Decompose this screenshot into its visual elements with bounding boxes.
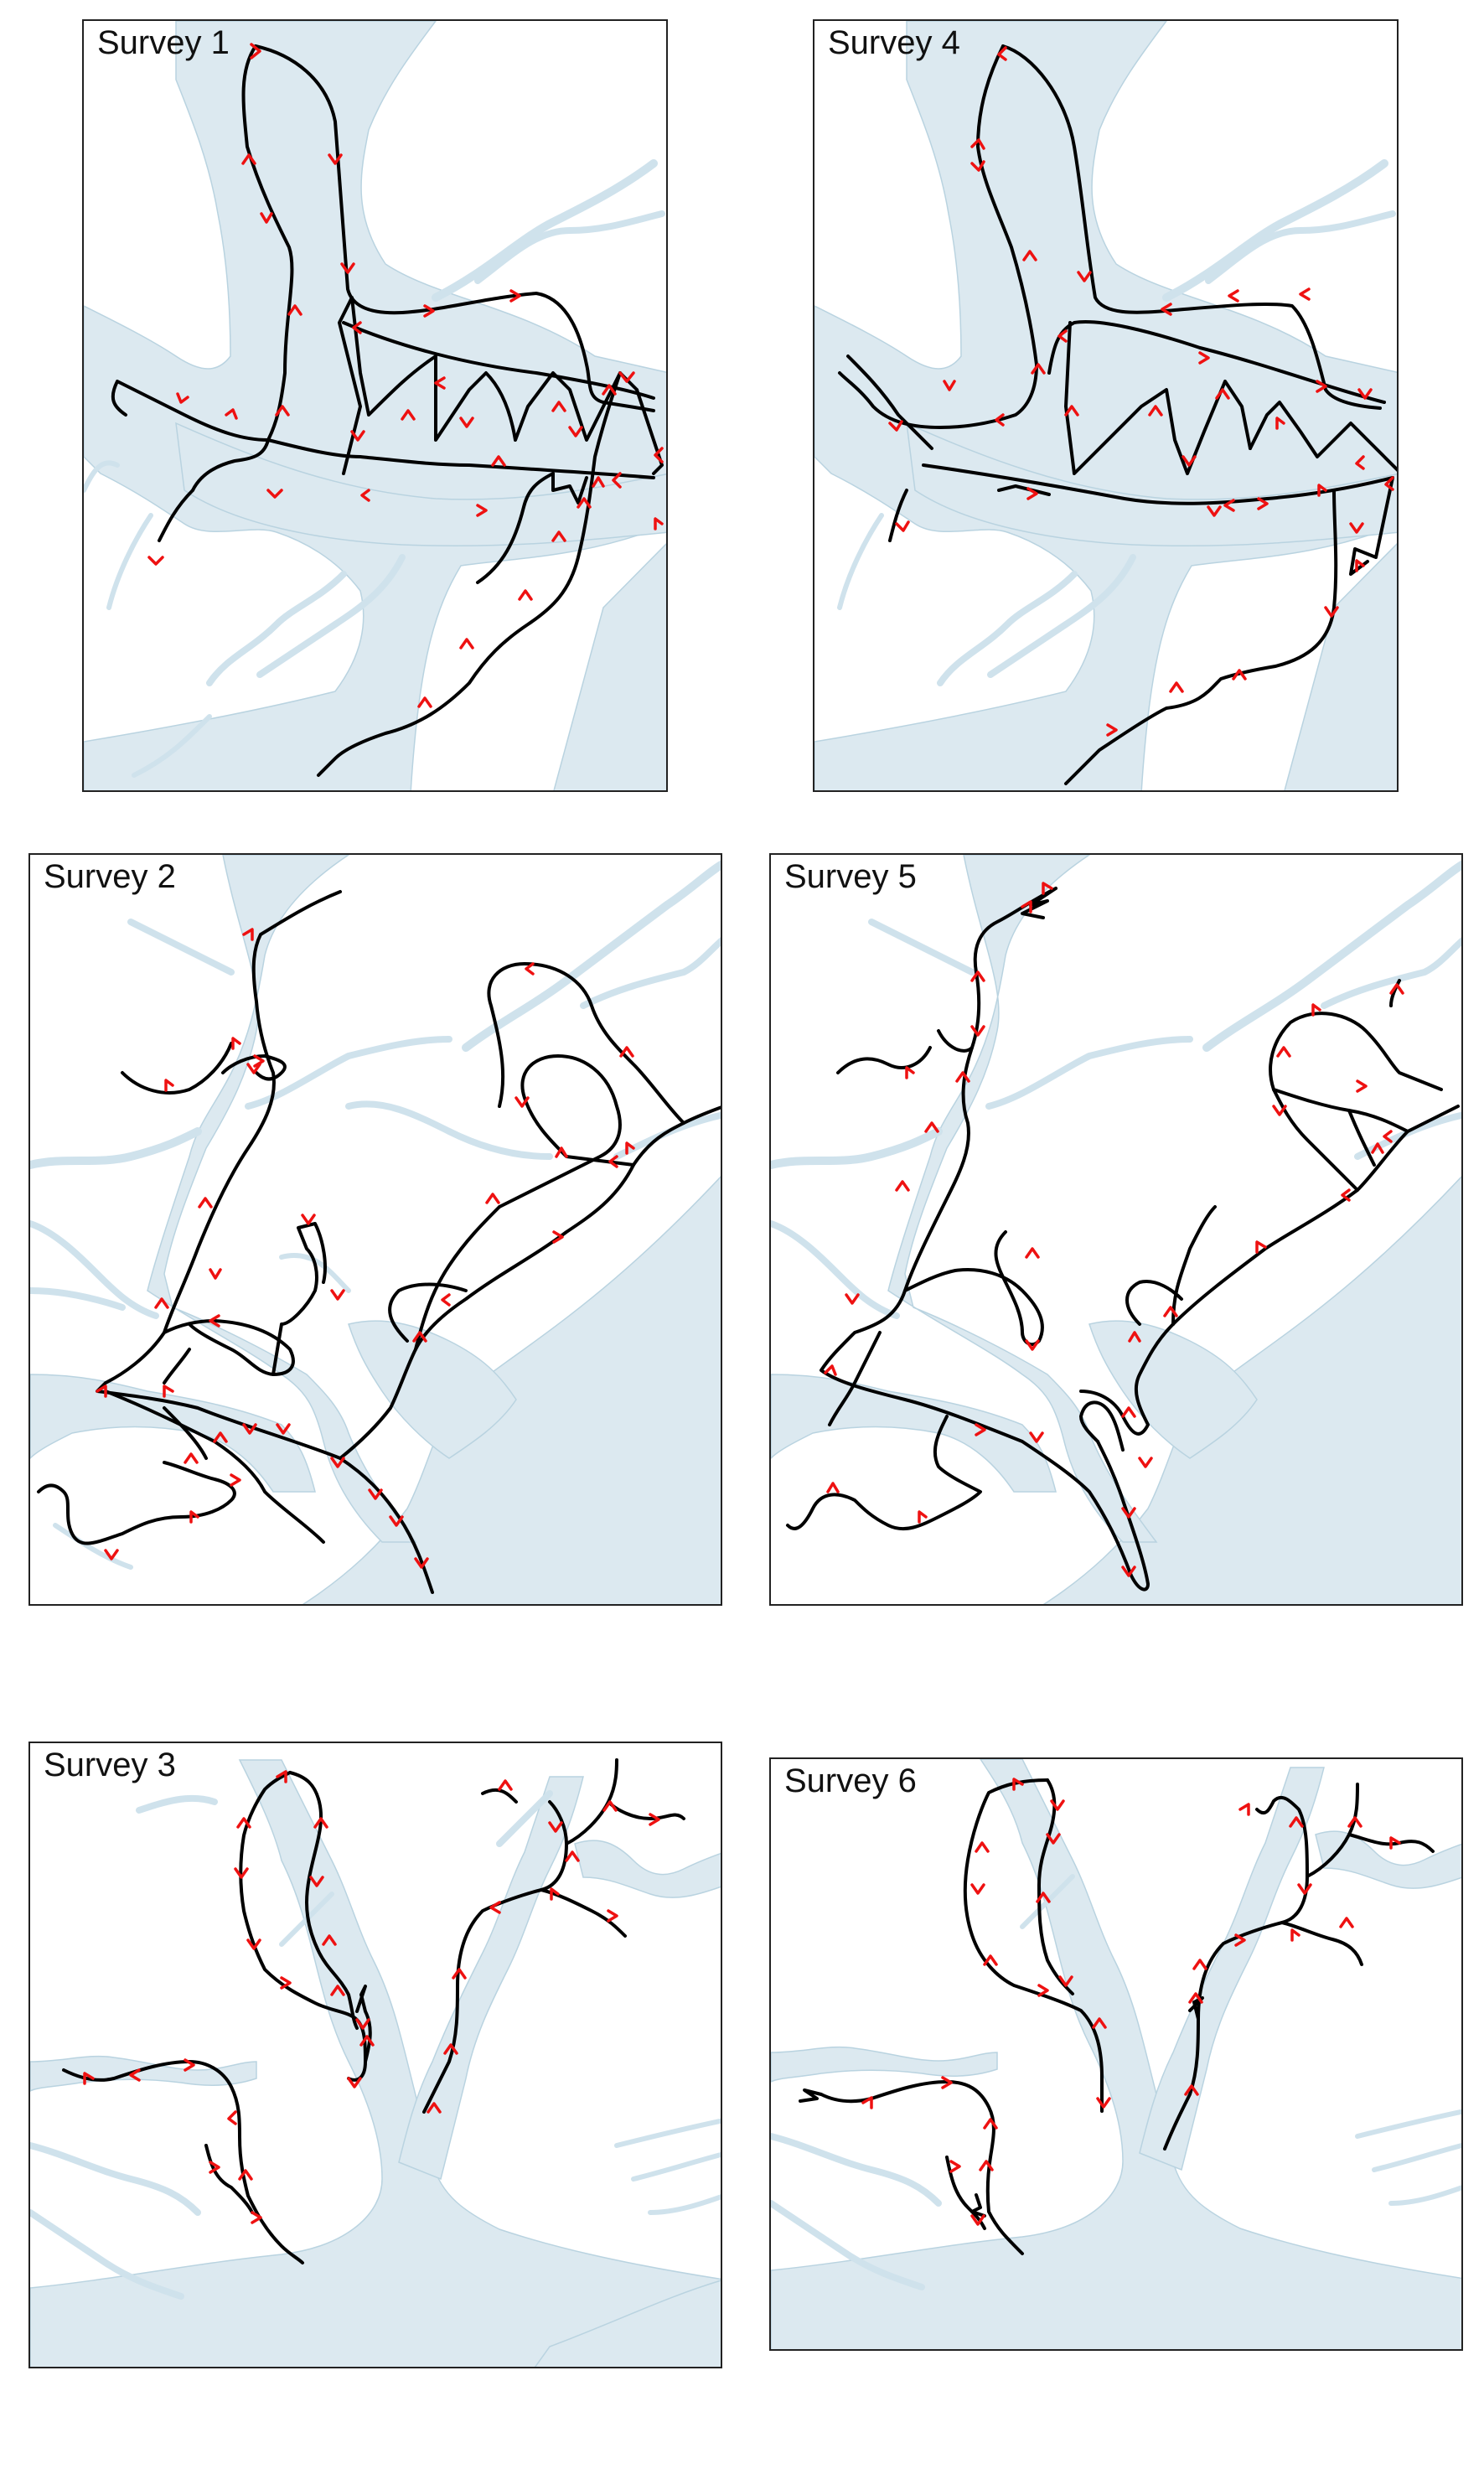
panel-title: Survey 4 (828, 24, 960, 61)
map-panel-survey-3: Survey 3 (28, 1742, 722, 2368)
creeks (30, 1790, 721, 2300)
map-panel-survey-5: Survey 5 (769, 853, 1463, 1606)
water-bodies (771, 855, 1461, 1604)
creeks (771, 860, 1461, 1319)
water-bodies (771, 1759, 1461, 2349)
creeks (30, 860, 721, 1570)
survey-2-map (30, 855, 721, 1604)
panel-title: Survey 6 (784, 1762, 917, 1799)
survey-1-track (111, 44, 664, 777)
panel-title: Survey 2 (44, 858, 176, 895)
panel-title: Survey 5 (784, 858, 917, 895)
direction-arrows (83, 1770, 660, 2224)
direction-arrows (96, 928, 635, 1569)
direction-arrows (824, 882, 1404, 1577)
survey-6-map (771, 1759, 1461, 2349)
water-bodies (814, 21, 1397, 790)
survey-3-track (62, 1758, 685, 2264)
creeks (837, 159, 1396, 686)
map-panel-survey-6: Survey 6 (769, 1757, 1463, 2351)
direction-arrows (147, 43, 664, 708)
direction-arrows (861, 1778, 1401, 2226)
water-bodies (30, 855, 721, 1604)
panel-title: Survey 3 (44, 1747, 176, 1783)
survey-4-map (814, 21, 1397, 790)
survey-2-track (37, 890, 721, 1594)
creeks (84, 159, 665, 778)
direction-arrows (888, 46, 1394, 737)
map-panel-survey-2: Survey 2 (28, 853, 722, 1606)
survey-1-map (84, 21, 666, 790)
map-panel-survey-4: Survey 4 (813, 19, 1399, 792)
survey-5-map (771, 855, 1461, 1604)
map-panel-survey-1: Survey 1 (82, 19, 668, 792)
survey-5-track (786, 887, 1460, 1592)
panel-title: Survey 1 (97, 24, 230, 61)
water-bodies (30, 1759, 721, 2367)
survey-4-track (838, 44, 1397, 785)
survey-3-map (30, 1758, 721, 2367)
